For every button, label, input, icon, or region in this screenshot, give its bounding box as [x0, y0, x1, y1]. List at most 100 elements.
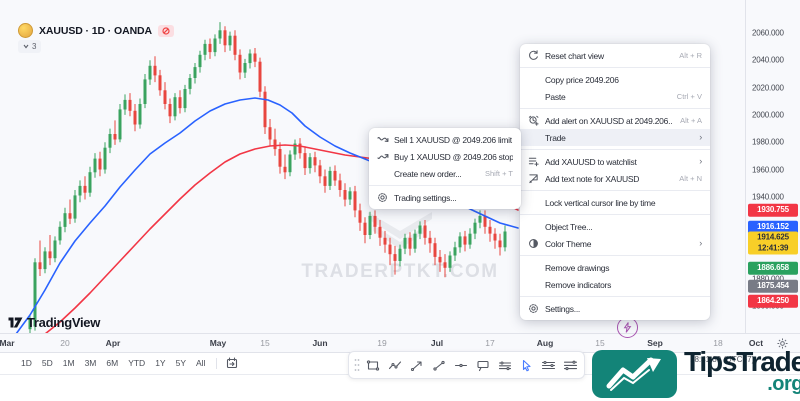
- menu-item-lock-vertical-cursor-line-by-time[interactable]: Lock vertical cursor line by time: [520, 194, 710, 211]
- indicators-count: 3: [32, 42, 37, 51]
- time-tick-label: May: [209, 338, 227, 348]
- menu-item-remove-drawings[interactable]: Remove drawings: [520, 259, 710, 276]
- candle-body: [263, 91, 267, 128]
- menu-item-label: Color Theme: [545, 238, 592, 249]
- short-position-tool-icon[interactable]: [560, 355, 581, 375]
- candle-body: [173, 97, 177, 117]
- menu-item-shortcut: Shift + T: [484, 169, 513, 178]
- range-button-5y[interactable]: 5Y: [175, 358, 186, 368]
- menu-icon-spacer: [376, 167, 389, 180]
- polyline-tool-icon[interactable]: [384, 355, 405, 375]
- price-badge-1875-454: 1875.454: [748, 279, 798, 293]
- boost-button[interactable]: [617, 317, 638, 338]
- symbol-title[interactable]: XAUUSD · 1D · OANDA: [39, 24, 153, 37]
- range-button-1d[interactable]: 1D: [21, 358, 32, 368]
- rectangle-tool-icon[interactable]: [362, 355, 383, 375]
- menu-item-paste[interactable]: Paste Ctrl + V: [520, 88, 710, 105]
- menu-item-add-xauusd-to-watchlist[interactable]: Add XAUUSD to watchlist ›: [520, 153, 710, 170]
- candle-body: [248, 53, 252, 64]
- callout-tool-icon[interactable]: [472, 355, 493, 375]
- candle-body: [348, 191, 352, 200]
- candle-body: [228, 35, 232, 46]
- tipstrade-title: TipsTrade: [684, 346, 800, 377]
- menu-group: Copy price 2049.206 Paste Ctrl + V: [520, 67, 710, 108]
- menu-item-trade[interactable]: Trade ›: [520, 129, 710, 146]
- menu-group: Remove drawings Remove indicators: [520, 255, 710, 296]
- sell-icon: [376, 133, 389, 146]
- range-button-all[interactable]: All: [196, 358, 206, 368]
- gold-coin-icon: [18, 23, 33, 38]
- menu-item-add-alert-on-xauusd-at-2049-206[interactable]: Add alert on XAUUSD at 2049.206... Alt + …: [520, 112, 710, 129]
- tradingview-logo[interactable]: TradingView: [8, 315, 100, 330]
- menu-item-label: Remove drawings: [545, 262, 610, 273]
- price-badge-value: 1930.755: [757, 204, 789, 214]
- menu-item-reset-chart-view[interactable]: Reset chart view Alt + R: [520, 47, 710, 64]
- time-axis-settings-button[interactable]: [776, 337, 789, 350]
- menu-item-trading-settings[interactable]: Trading settings...: [369, 189, 521, 206]
- cursor-tool-icon[interactable]: [516, 355, 537, 375]
- time-tick-label: Jun: [312, 338, 328, 348]
- menu-item-object-tree[interactable]: Object Tree...: [520, 218, 710, 235]
- range-button-5d[interactable]: 5D: [41, 358, 53, 368]
- parallel-channel-tool-icon[interactable]: [494, 355, 515, 375]
- candle-body: [83, 185, 87, 193]
- candle-body: [33, 262, 37, 327]
- menu-item-remove-indicators[interactable]: Remove indicators: [520, 276, 710, 293]
- candle-body: [313, 157, 317, 166]
- candle-body: [423, 225, 427, 238]
- menu-item-label: Add text note for XAUUSD: [545, 173, 640, 184]
- menu-item-add-text-note-for-xauusd[interactable]: Add text note for XAUUSD Alt + N: [520, 170, 710, 187]
- drawing-toolbar: [348, 351, 585, 379]
- menu-item-copy-price-2049-206[interactable]: Copy price 2049.206: [520, 71, 710, 88]
- drag-handle-icon[interactable]: [352, 355, 361, 375]
- candle-body: [238, 54, 242, 73]
- watermark-text: TRADERPTKT.COM: [301, 261, 499, 282]
- range-button-ytd[interactable]: YTD: [128, 358, 146, 368]
- range-button-6m[interactable]: 6M: [106, 358, 119, 368]
- menu-item-shortcut: Alt + A: [680, 116, 702, 125]
- market-status-badge[interactable]: [158, 24, 175, 37]
- menu-item-color-theme[interactable]: Color Theme ›: [520, 235, 710, 252]
- go-to-date-button[interactable]: [223, 355, 241, 371]
- candle-body: [388, 244, 392, 255]
- candle-body: [148, 65, 152, 80]
- chevron-right-icon: ›: [699, 156, 702, 166]
- candle-body: [443, 262, 447, 268]
- menu-item-settings[interactable]: Settings...: [520, 300, 710, 317]
- candle-body: [73, 195, 77, 219]
- menu-item-label: Object Tree...: [545, 221, 593, 232]
- range-button-1y[interactable]: 1Y: [155, 358, 166, 368]
- range-button-1m[interactable]: 1M: [62, 358, 75, 368]
- candle-body: [353, 191, 357, 211]
- clock-timezone[interactable]: 18:41:39 (UTC+7): [690, 355, 755, 364]
- candle-body: [213, 38, 217, 53]
- menu-item-label: Add alert on XAUUSD at 2049.206...: [545, 115, 673, 126]
- menu-item-buy-1-xauusd-2049-206-stop[interactable]: Buy 1 XAUUSD @ 2049.206 stop: [369, 148, 521, 165]
- time-tick-label: Oct: [748, 338, 764, 348]
- context-menu: Reset chart view Alt + R Copy price 2049.2…: [520, 44, 710, 320]
- price-axis[interactable]: 2060.000 2040.000 2020.000 2000.000 1980.000…: [745, 0, 800, 333]
- menu-item-sell-1-xauusd-2049-206-limit[interactable]: Sell 1 XAUUSD @ 2049.206 limit: [369, 131, 521, 148]
- price-chart-pane[interactable]: [0, 0, 745, 333]
- horizontal-line-tool-icon[interactable]: [450, 355, 471, 375]
- arrow-tool-icon[interactable]: [406, 355, 427, 375]
- candle-body: [438, 256, 442, 263]
- time-axis[interactable]: Mar 20 Apr May 15 Jun 19 Jul 17 Aug 15 Sep 18 Oct: [0, 333, 800, 353]
- candle-body: [208, 43, 212, 53]
- range-button-3m[interactable]: 3M: [84, 358, 97, 368]
- price-tick-label: 1880.000: [752, 275, 784, 284]
- candle-body: [298, 143, 302, 154]
- trendline-tool-icon[interactable]: [428, 355, 449, 375]
- reset-icon: [527, 49, 540, 62]
- chevron-down-icon: [23, 44, 29, 49]
- divider: [216, 357, 218, 369]
- indicators-collapse-pill[interactable]: 3: [18, 40, 42, 53]
- candle-body: [98, 158, 102, 170]
- menu-item-create-new-order[interactable]: Create new order... Shift + T: [369, 165, 521, 182]
- settings-gear-icon: [527, 302, 540, 315]
- candle-body: [358, 210, 362, 223]
- symbol-header[interactable]: XAUUSD · 1D · OANDA: [18, 23, 175, 38]
- candle-body: [393, 254, 397, 261]
- menu-item-label: Trade: [545, 132, 566, 143]
- long-position-tool-icon[interactable]: [538, 355, 559, 375]
